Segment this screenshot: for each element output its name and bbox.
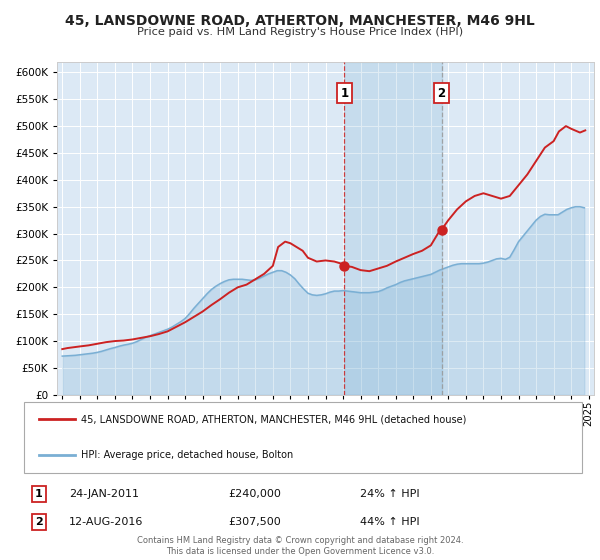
Text: 1: 1 — [340, 87, 349, 100]
Text: 45, LANSDOWNE ROAD, ATHERTON, MANCHESTER, M46 9HL (detached house): 45, LANSDOWNE ROAD, ATHERTON, MANCHESTER… — [81, 414, 466, 424]
Text: HPI: Average price, detached house, Bolton: HPI: Average price, detached house, Bolt… — [81, 450, 293, 460]
Bar — [344, 62, 442, 395]
Text: 2: 2 — [437, 87, 446, 100]
Text: 2: 2 — [35, 517, 43, 527]
Text: £240,000: £240,000 — [228, 489, 281, 499]
Text: £307,500: £307,500 — [228, 517, 281, 527]
Text: Price paid vs. HM Land Registry's House Price Index (HPI): Price paid vs. HM Land Registry's House … — [137, 27, 463, 37]
Text: 1: 1 — [35, 489, 43, 499]
Text: 44% ↑ HPI: 44% ↑ HPI — [360, 517, 419, 527]
Text: Contains HM Land Registry data © Crown copyright and database right 2024.
This d: Contains HM Land Registry data © Crown c… — [137, 536, 463, 556]
Text: 12-AUG-2016: 12-AUG-2016 — [69, 517, 143, 527]
Text: 45, LANSDOWNE ROAD, ATHERTON, MANCHESTER, M46 9HL: 45, LANSDOWNE ROAD, ATHERTON, MANCHESTER… — [65, 14, 535, 28]
Text: 24-JAN-2011: 24-JAN-2011 — [69, 489, 139, 499]
Text: 24% ↑ HPI: 24% ↑ HPI — [360, 489, 419, 499]
